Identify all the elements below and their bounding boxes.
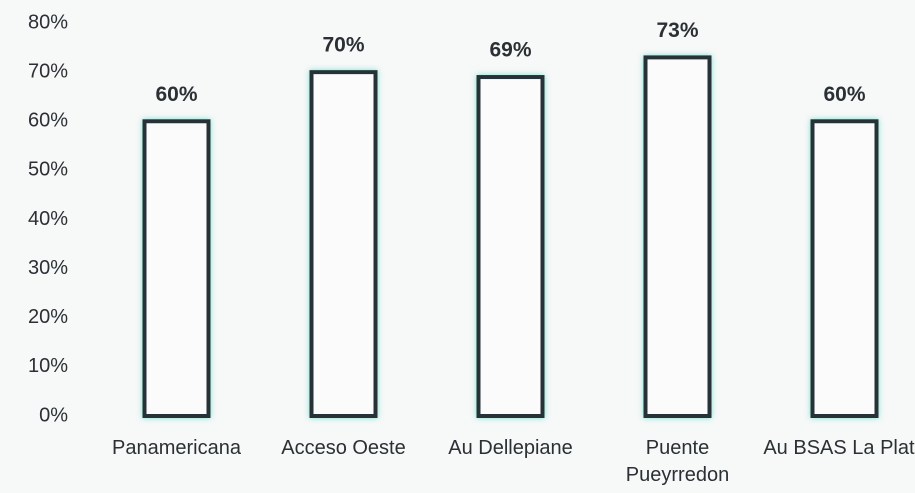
y-tick-label: 70%: [28, 60, 68, 82]
y-tick-label: 40%: [28, 208, 68, 230]
y-tick-label: 60%: [28, 110, 68, 132]
y-tick-label: 20%: [28, 306, 68, 328]
x-tick-label: Panamericana: [112, 437, 241, 459]
data-label: 60%: [823, 83, 865, 106]
x-tick-label: Au Dellepiane: [448, 437, 573, 459]
data-label: 73%: [656, 19, 698, 42]
y-tick-label: 30%: [28, 257, 68, 279]
bar: [142, 119, 211, 418]
data-label: 70%: [322, 34, 364, 57]
bar: [309, 70, 378, 418]
data-label: 60%: [155, 83, 197, 106]
y-tick-label: 0%: [39, 404, 68, 426]
data-label: 69%: [489, 39, 531, 62]
bar: [643, 55, 712, 418]
y-tick-label: 50%: [28, 159, 68, 181]
y-tick-label: 80%: [28, 11, 68, 33]
bar: [810, 119, 879, 418]
x-tick-label: Au BSAS La Plata: [763, 437, 915, 459]
x-tick-label: Acceso Oeste: [281, 437, 406, 459]
bar: [476, 75, 545, 418]
y-tick-label: 10%: [28, 355, 68, 377]
x-tick-label: Puente Pueyrredon: [625, 437, 730, 486]
